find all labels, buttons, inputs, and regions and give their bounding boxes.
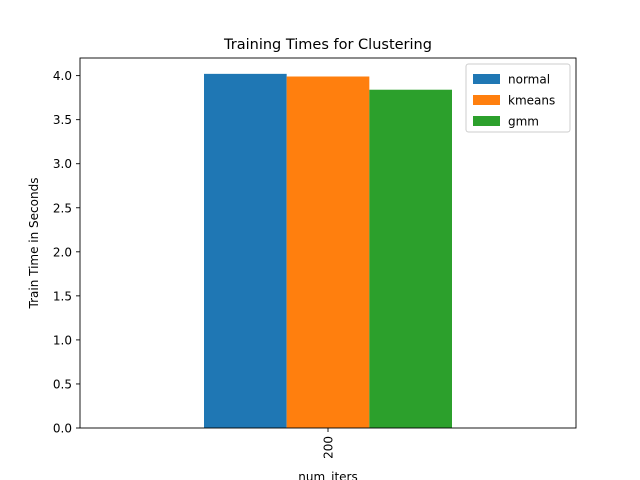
y-tick-label: 1.0 — [53, 333, 72, 347]
x-axis-label: num_iters — [298, 470, 358, 480]
y-tick-label: 4.0 — [53, 69, 72, 83]
chart-title: Training Times for Clustering — [223, 37, 432, 53]
legend-swatch-gmm — [473, 116, 500, 126]
bar-gmm-200 — [369, 89, 452, 428]
y-tick-label: 3.0 — [53, 157, 72, 171]
y-tick-label: 2.0 — [53, 245, 72, 259]
x-axis-ticks: 200 — [322, 428, 336, 459]
y-tick-label: 3.5 — [53, 113, 72, 127]
bar-normal-200 — [204, 73, 287, 428]
y-tick-label: 0.5 — [53, 377, 72, 391]
legend: normal kmeans gmm — [465, 63, 571, 133]
y-axis-label: Train Time in Seconds — [27, 178, 41, 310]
y-tick-label: 2.5 — [53, 201, 72, 215]
y-tick-label: 0.0 — [53, 422, 72, 436]
legend-swatch-normal — [473, 74, 500, 84]
plot-frame — [79, 57, 577, 429]
y-axis-ticks: 0.0 0.5 1.0 1.5 2.0 2.5 3.0 3.5 4.0 — [53, 69, 80, 436]
bar-kmeans-200 — [286, 76, 370, 428]
x-tick-label: 200 — [322, 436, 336, 459]
y-tick-label: 1.5 — [53, 289, 72, 303]
legend-label-gmm: gmm — [508, 115, 539, 129]
legend-label-normal: normal — [508, 73, 550, 87]
legend-swatch-kmeans — [473, 95, 500, 105]
legend-label-kmeans: kmeans — [508, 94, 555, 108]
bars-group — [204, 73, 452, 428]
